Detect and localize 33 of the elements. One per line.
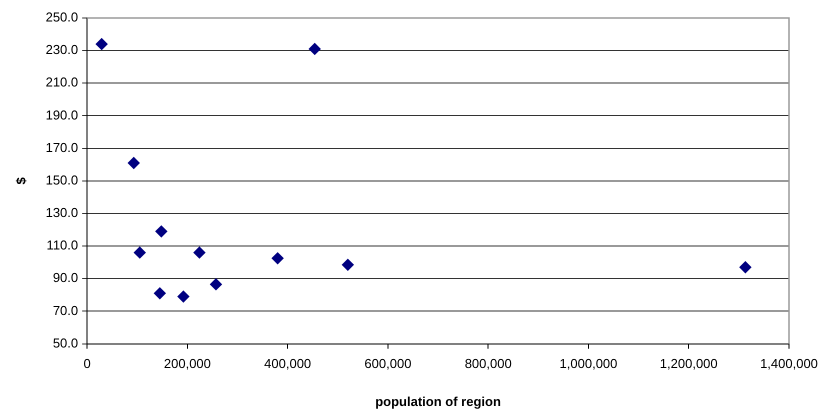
- x-tick-label: 1,400,000: [760, 356, 818, 372]
- point: [342, 258, 354, 271]
- y-tick-label: 190.0: [46, 107, 78, 122]
- y-tick-label: 170.0: [46, 140, 78, 155]
- y-tick-label: 90.0: [52, 270, 78, 286]
- point: [154, 287, 166, 300]
- x-tick-label: 600,000: [364, 356, 412, 372]
- point: [193, 246, 206, 259]
- y-axis-title: $: [13, 176, 28, 185]
- point: [272, 252, 284, 264]
- y-tick-label: 250.0: [46, 10, 78, 25]
- x-tick-label: 1,200,000: [660, 356, 718, 372]
- x-tick-label: 800,000: [464, 356, 512, 372]
- y-tick-label: 210.0: [46, 74, 78, 90]
- point: [739, 261, 752, 274]
- y-tick-label: 110.0: [46, 238, 78, 253]
- point: [128, 156, 140, 169]
- y-tick-label: 230.0: [46, 42, 78, 58]
- y-tick-label: 150.0: [46, 172, 78, 188]
- x-tick-label: 400,000: [264, 356, 312, 372]
- x-tick-label: 200,000: [164, 356, 211, 372]
- point: [134, 246, 146, 259]
- y-tick-label: 50.0: [52, 335, 78, 350]
- y-tick-label: 70.0: [52, 302, 78, 318]
- x-tick-label: 1,000,000: [560, 356, 618, 372]
- x-axis-title: population of region: [375, 394, 501, 409]
- point: [177, 290, 190, 303]
- x-tick-label: 0: [84, 356, 91, 372]
- point: [96, 38, 108, 50]
- point: [308, 42, 321, 55]
- point: [210, 278, 222, 290]
- y-tick-label: 130.0: [46, 205, 78, 220]
- point: [155, 225, 168, 238]
